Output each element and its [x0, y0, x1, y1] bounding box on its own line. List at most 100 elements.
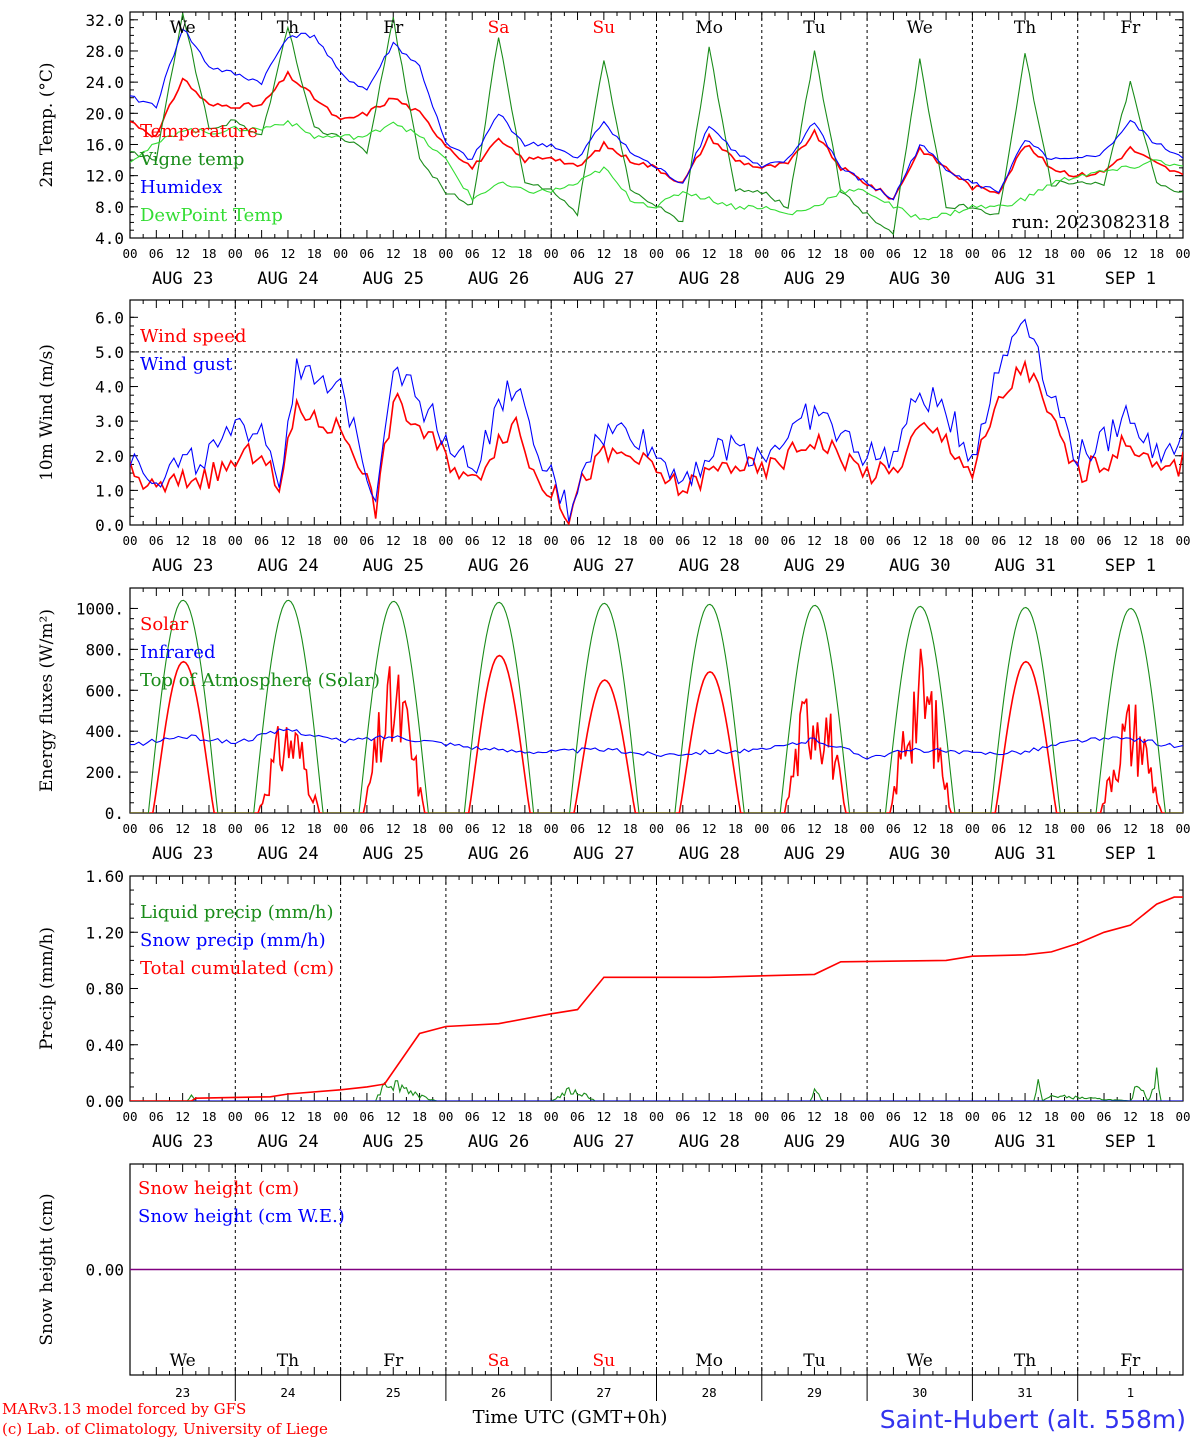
hour-label: 06 [149, 533, 164, 548]
hour-label: 00 [122, 821, 137, 836]
date-label: AUG 23 [152, 1132, 213, 1152]
hour-label: 18 [623, 533, 638, 548]
hour-label: 00 [438, 1109, 453, 1124]
hour-label: 06 [570, 821, 585, 836]
hour-label: 12 [1018, 1109, 1033, 1124]
date-label: AUG 28 [678, 1132, 739, 1152]
hour-label: 00 [649, 246, 664, 261]
hour-label: 00 [1175, 821, 1190, 836]
hour-label: 12 [807, 1109, 822, 1124]
y-tick-label: 4.0 [95, 378, 124, 397]
hour-label: 06 [465, 533, 480, 548]
hour-label: 12 [491, 533, 506, 548]
y-tick-label: 4.0 [95, 229, 124, 248]
legend-entry: Liquid precip (mm/h) [140, 902, 334, 923]
hour-label: 18 [412, 533, 427, 548]
date-label: AUG 23 [152, 556, 213, 576]
weekday-label: Mo [695, 1351, 723, 1371]
y-tick-label: 1.0 [95, 481, 124, 500]
hour-label: 06 [675, 1109, 690, 1124]
hour-label: 12 [1018, 246, 1033, 261]
date-label: AUG 23 [152, 844, 213, 864]
hour-label: 12 [1018, 533, 1033, 548]
hour-label: 18 [412, 246, 427, 261]
hour-label: 00 [122, 1109, 137, 1124]
hour-label: 00 [1070, 533, 1085, 548]
hour-label: 00 [544, 821, 559, 836]
date-label: AUG 29 [784, 556, 845, 576]
hour-label: 18 [517, 1109, 532, 1124]
hour-label: 00 [438, 821, 453, 836]
date-label: AUG 31 [994, 556, 1055, 576]
hour-label: 00 [965, 533, 980, 548]
hour-label: 18 [307, 246, 322, 261]
run-label: run: 2023082318 [1012, 212, 1170, 233]
hour-label: 12 [386, 1109, 401, 1124]
hour-label: 00 [122, 533, 137, 548]
hour-label: 06 [359, 821, 374, 836]
panel-5: 0.00 Snow height (cm) Snow height (cm) Snow… [37, 1163, 1184, 1376]
hour-label: 06 [991, 821, 1006, 836]
panel-3: 1000. 800. 600. 400. 200. 0. Energy fluxes (W/… [37, 587, 1191, 864]
y-tick-label: 0. [105, 804, 124, 823]
weekday-label: Sa [488, 1351, 510, 1371]
hour-label: 00 [438, 533, 453, 548]
legend-entry: Total cumulated (cm) [140, 958, 334, 979]
hour-label: 12 [175, 246, 190, 261]
hour-label: 12 [1123, 821, 1138, 836]
panel-4: 1.60 1.20 0.80 0.40 0.00 Precip (mm/h) 00 06 12 1… [37, 867, 1191, 1152]
hour-label: 00 [649, 533, 664, 548]
hour-label: 12 [386, 533, 401, 548]
series-line-top-of-atmosphere-solar- [130, 599, 1183, 813]
hour-label: 06 [886, 533, 901, 548]
hour-label: 12 [912, 533, 927, 548]
date-label: AUG 29 [784, 269, 845, 289]
y-tick-label: 1.60 [85, 867, 124, 886]
weekday-label: Su [593, 1351, 616, 1371]
y-tick-label: 24.0 [85, 73, 124, 92]
day-number: 27 [596, 1385, 611, 1400]
date-label: AUG 26 [468, 1132, 529, 1152]
hour-label: 18 [1149, 821, 1164, 836]
hour-label: 12 [280, 1109, 295, 1124]
hour-label: 06 [781, 1109, 796, 1124]
hour-label: 18 [833, 246, 848, 261]
date-label: AUG 25 [363, 556, 424, 576]
hour-label: 00 [649, 1109, 664, 1124]
hour-label: 00 [333, 533, 348, 548]
date-label: SEP 1 [1105, 1132, 1156, 1152]
hour-label: 06 [675, 246, 690, 261]
y-axis-label: Precip (mm/h) [37, 927, 57, 1050]
hour-label: 06 [254, 1109, 269, 1124]
date-label: AUG 25 [363, 269, 424, 289]
date-label: AUG 24 [257, 269, 318, 289]
hour-label: 18 [412, 1109, 427, 1124]
y-axis-label: 10m Wind (m/s) [37, 344, 57, 481]
hour-label: 00 [860, 821, 875, 836]
hour-label: 06 [254, 246, 269, 261]
date-label: AUG 26 [468, 844, 529, 864]
date-label: AUG 23 [152, 269, 213, 289]
y-tick-label: 0.00 [85, 1261, 124, 1280]
hour-label: 18 [1044, 246, 1059, 261]
date-label: AUG 30 [889, 269, 950, 289]
hour-label: 12 [596, 533, 611, 548]
hour-label: 12 [491, 1109, 506, 1124]
date-label: AUG 29 [784, 844, 845, 864]
hour-label: 18 [517, 821, 532, 836]
panel-2: 6.0 5.0 4.0 3.0 2.0 1.0 0.0 10m Wind (m/s) 00 06 1… [37, 299, 1191, 576]
hour-label: 06 [781, 246, 796, 261]
date-label: AUG 28 [678, 556, 739, 576]
hour-label: 00 [965, 1109, 980, 1124]
hour-label: 00 [122, 246, 137, 261]
y-tick-label: 200. [85, 763, 124, 782]
y-tick-label: 0.40 [85, 1036, 124, 1055]
hour-label: 12 [912, 821, 927, 836]
date-label: AUG 26 [468, 269, 529, 289]
hour-label: 00 [754, 821, 769, 836]
hour-label: 06 [359, 533, 374, 548]
series-line-solar [130, 648, 1183, 813]
hour-label: 12 [386, 821, 401, 836]
day-number: 25 [386, 1385, 401, 1400]
series-line-humidex [130, 28, 1183, 201]
